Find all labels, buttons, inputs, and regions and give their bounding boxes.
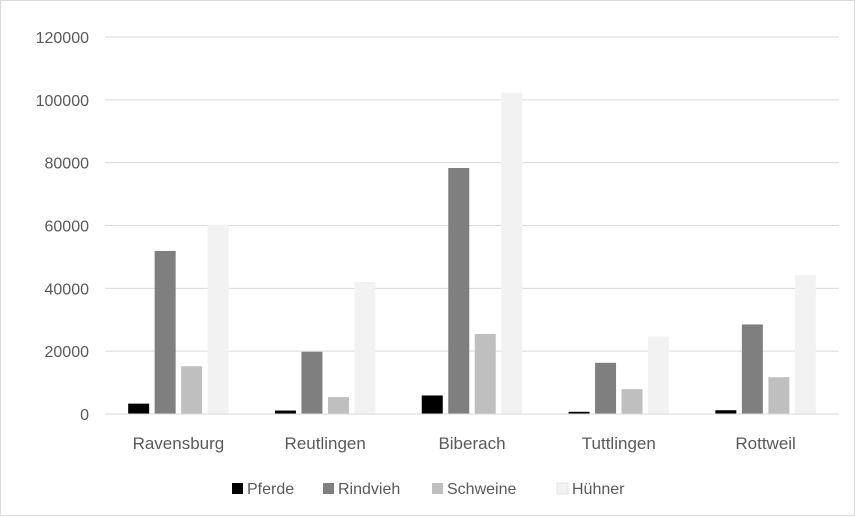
bar-pferde-tuttlingen [568,411,590,414]
legend-label: Schweine [447,481,516,498]
x-tick-label: Tuttlingen [582,434,656,453]
x-tick-label: Ravensburg [133,434,225,453]
legend-swatch-schweine [432,483,443,494]
y-tick-label: 80000 [45,156,90,173]
x-axis: Ravensburg Reutlingen Biberach Tuttlingen Ro… [105,413,839,453]
bars [128,92,816,415]
bar-hühner-tuttlingen [648,336,670,414]
bar-hühner-reutlingen [354,282,376,414]
y-tick-label: 40000 [45,281,90,298]
y-tick-label: 100000 [36,93,89,110]
bar-pferde-rottweil [715,410,737,414]
bar-rindvieh-tuttlingen [595,362,617,414]
x-tick-label: Biberach [438,434,505,453]
bar-hühner-rottweil [794,275,816,414]
bar-schweine-rottweil [768,377,790,414]
y-axis-tick-labels: 0 20000 40000 60000 80000 100000 120000 [36,30,89,424]
y-tick-label: 120000 [36,30,89,47]
bar-schweine-reutlingen [327,397,349,414]
bar-pferde-biberach [421,395,443,414]
legend-swatch-pferde [232,483,243,494]
bar-schweine-ravensburg [181,366,203,414]
y-tick-label: 0 [80,407,89,424]
y-tick-label: 60000 [45,219,90,236]
bar-rindvieh-biberach [448,168,470,414]
legend-swatch-hühner [556,482,569,495]
bar-rindvieh-reutlingen [301,351,323,414]
legend-label: Pferde [247,481,294,498]
legend: Pferde Rindvieh Schweine Hühner [232,481,625,498]
bar-pferde-reutlingen [274,410,296,414]
bar-hühner-biberach [501,92,523,415]
bar-hühner-ravensburg [207,224,229,414]
bar-rindvieh-rottweil [741,324,763,414]
y-tick-label: 20000 [45,344,90,361]
x-tick-label: Rottweil [735,434,795,453]
legend-label: Hühner [572,481,625,498]
bar-rindvieh-ravensburg [154,250,176,414]
bar-pferde-ravensburg [128,403,150,414]
x-tick-label: Reutlingen [285,434,366,453]
bar-schweine-biberach [474,333,496,414]
legend-label: Rindvieh [338,481,400,498]
bar-schweine-tuttlingen [621,389,643,414]
legend-swatch-rindvieh [323,483,334,494]
